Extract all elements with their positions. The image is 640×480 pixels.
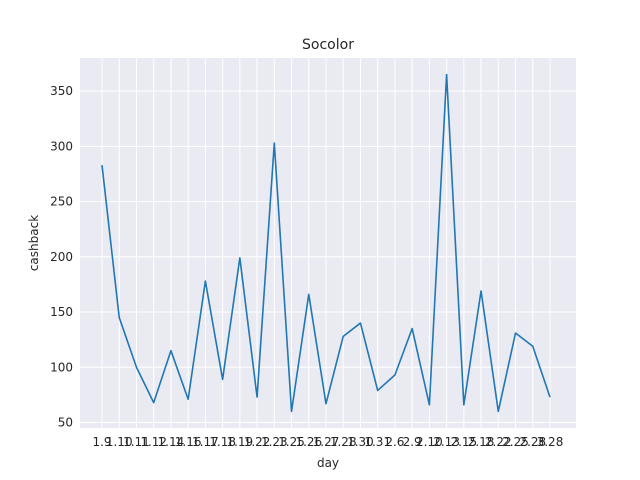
x-tick-label: 2.15 bbox=[450, 435, 477, 449]
x-tick-label: 1.17 bbox=[192, 435, 219, 449]
data-point bbox=[222, 378, 224, 380]
y-tick-labels: 50 100 150 200 250 300 350 bbox=[50, 84, 73, 429]
x-tick-label: 1.28 bbox=[330, 435, 357, 449]
data-point bbox=[273, 142, 275, 144]
data-point bbox=[101, 164, 103, 166]
x-tick-labels: 1.91.101.111.121.141.161.171.181.191.221… bbox=[92, 435, 563, 449]
x-tick-label: 1.14 bbox=[158, 435, 185, 449]
grid bbox=[80, 58, 576, 428]
x-tick-label: 1.18 bbox=[209, 435, 236, 449]
data-point bbox=[411, 328, 413, 330]
data-point bbox=[342, 335, 344, 337]
x-tick-label: 2.18 bbox=[468, 435, 495, 449]
data-point bbox=[532, 345, 534, 347]
x-tick-label: 1.25 bbox=[278, 435, 305, 449]
x-tick-label: 2.9 bbox=[403, 435, 422, 449]
x-tick-label: 2.22 bbox=[485, 435, 512, 449]
chart-title: Socolor bbox=[302, 37, 354, 53]
x-tick-label: 1.22 bbox=[244, 435, 271, 449]
x-tick-label: 2.6 bbox=[385, 435, 404, 449]
y-tick-label: 150 bbox=[50, 305, 73, 319]
x-tick-label: 1.16 bbox=[175, 435, 202, 449]
data-point bbox=[446, 74, 448, 76]
x-tick-label: 1.19 bbox=[226, 435, 253, 449]
y-axis-label: cashback bbox=[27, 215, 41, 271]
x-tick-label: 1.27 bbox=[313, 435, 340, 449]
x-tick-label: 1.26 bbox=[295, 435, 322, 449]
data-point bbox=[187, 398, 189, 400]
data-point bbox=[377, 389, 379, 391]
plot-area bbox=[80, 58, 576, 428]
data-point bbox=[463, 404, 465, 406]
x-tick-label: 1.23 bbox=[261, 435, 288, 449]
y-tick-label: 50 bbox=[58, 415, 73, 429]
x-tick-label: 3.28 bbox=[537, 435, 564, 449]
x-tick-label: 2.28 bbox=[519, 435, 546, 449]
x-tick-label: 1.10 bbox=[106, 435, 133, 449]
data-point bbox=[170, 350, 172, 352]
data-point bbox=[359, 322, 361, 324]
x-tick-label: 1.9 bbox=[92, 435, 111, 449]
x-tick-label: 1.31 bbox=[364, 435, 391, 449]
data-point bbox=[239, 257, 241, 259]
data-point bbox=[204, 280, 206, 282]
data-point bbox=[428, 404, 430, 406]
x-tick-label: 1.30 bbox=[347, 435, 374, 449]
y-tick-label: 350 bbox=[50, 84, 73, 98]
data-point bbox=[394, 374, 396, 376]
x-tick-label: 2.10 bbox=[416, 435, 443, 449]
data-point bbox=[480, 290, 482, 292]
x-tick-label: 1.11 bbox=[123, 435, 150, 449]
x-tick-label: 1.12 bbox=[140, 435, 167, 449]
y-tick-label: 250 bbox=[50, 195, 73, 209]
data-point bbox=[153, 402, 155, 404]
series-layer bbox=[101, 73, 551, 413]
data-point bbox=[256, 396, 258, 398]
y-tick-label: 300 bbox=[50, 139, 73, 153]
data-point bbox=[325, 403, 327, 405]
x-axis-label: day bbox=[317, 456, 339, 470]
data-point bbox=[135, 366, 137, 368]
x-tick-label: 2.13 bbox=[433, 435, 460, 449]
data-point bbox=[118, 317, 120, 319]
x-tick-label: 2.25 bbox=[502, 435, 529, 449]
data-point bbox=[308, 293, 310, 295]
y-tick-label: 100 bbox=[50, 360, 73, 374]
y-tick-label: 200 bbox=[50, 250, 73, 264]
data-point bbox=[291, 410, 293, 412]
data-point bbox=[549, 396, 551, 398]
data-point bbox=[515, 332, 517, 334]
series-line bbox=[101, 73, 551, 413]
data-point bbox=[497, 410, 499, 412]
